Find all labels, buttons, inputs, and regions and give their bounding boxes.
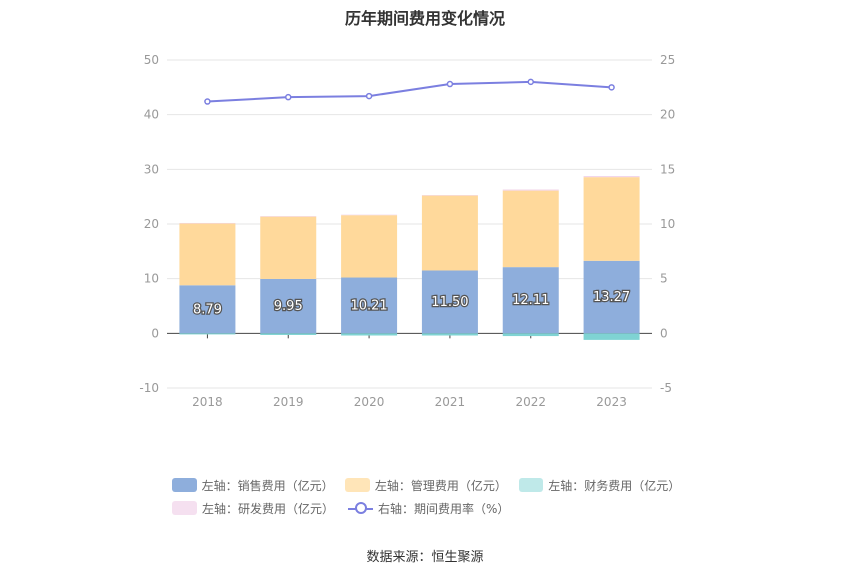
right-tick-label: 5 [660,272,668,286]
bar-segment [260,333,316,335]
legend-swatch-admin [345,478,370,492]
left-tick-label: 0 [151,326,159,340]
x-tick-label: 2023 [596,395,627,409]
source-note: 数据来源：恒生聚源 [0,546,850,565]
data-label: 8.79 [193,302,222,317]
left-tick-label: 10 [144,272,159,286]
right-tick-label: 10 [660,217,675,231]
bar-segment [503,333,559,336]
legend: 左轴：销售费用（亿元） 左轴：管理费用（亿元） 左轴：财务费用（亿元） 左轴：研… [172,474,692,520]
legend-label-sales: 左轴：销售费用（亿元） [202,477,332,494]
bar-segment [179,224,235,286]
x-tick-label: 2021 [435,395,466,409]
left-tick-label: 50 [144,53,159,67]
data-label: 11.50 [431,295,468,310]
bar-segment [179,223,235,224]
data-label: 9.95 [274,299,303,314]
bar-segment [179,333,235,334]
legend-label-rnd: 左轴：研发费用（亿元） [202,500,334,517]
bar-segment [422,195,478,196]
bar-segment [503,190,559,191]
data-label: 10.21 [350,298,387,313]
bar-segment [584,333,640,340]
legend-swatch-sales [172,478,197,492]
bar-segment [422,196,478,271]
bar-segment [422,333,478,335]
right-tick-label: 15 [660,162,675,176]
bar-segment [584,177,640,261]
legend-swatch-rate [348,501,373,515]
rate-point [528,79,533,84]
bar-segment [341,215,397,216]
x-tick-label: 2022 [515,395,546,409]
rate-point [367,94,372,99]
legend-swatch-finance [519,478,544,492]
bar-segment [341,333,397,335]
rate-point [286,95,291,100]
legend-label-rate: 右轴：期间费用率（%） [378,500,509,517]
bar-segment [503,191,559,268]
left-tick-label: 40 [144,108,159,122]
rate-line [207,82,611,102]
data-label: 12.11 [512,293,549,308]
bar-segment [260,217,316,279]
right-tick-label: -5 [660,381,672,395]
left-tick-label: -10 [139,381,159,395]
left-tick-label: 30 [144,162,159,176]
rate-point [609,85,614,90]
right-tick-label: 25 [660,53,675,67]
data-label: 13.27 [593,290,630,305]
x-tick-label: 2019 [273,395,304,409]
right-tick-label: 0 [660,326,668,340]
x-tick-label: 2018 [192,395,223,409]
legend-item-admin[interactable]: 左轴：管理费用（亿元） [345,477,504,494]
legend-item-rnd[interactable]: 左轴：研发费用（亿元） [172,500,334,517]
chart-plot: -10 0 10 20 30 40 50 -5 0 5 10 15 20 25 2018 2019 2020 20… [0,0,850,470]
legend-item-rate[interactable]: 右轴：期间费用率（%） [348,500,509,517]
x-tick-label: 2020 [354,395,385,409]
legend-item-finance[interactable]: 左轴：财务费用（亿元） [519,477,678,494]
legend-label-finance: 左轴：财务费用（亿元） [548,477,678,494]
rate-point [205,99,210,104]
legend-item-sales[interactable]: 左轴：销售费用（亿元） [172,477,331,494]
bar-segment [584,176,640,177]
bar-segment [341,215,397,277]
bar-segment [260,216,316,217]
rate-point [447,82,452,87]
legend-label-admin: 左轴：管理费用（亿元） [375,477,505,494]
left-tick-label: 20 [144,217,159,231]
right-tick-label: 20 [660,108,675,122]
legend-swatch-rnd [172,501,197,515]
